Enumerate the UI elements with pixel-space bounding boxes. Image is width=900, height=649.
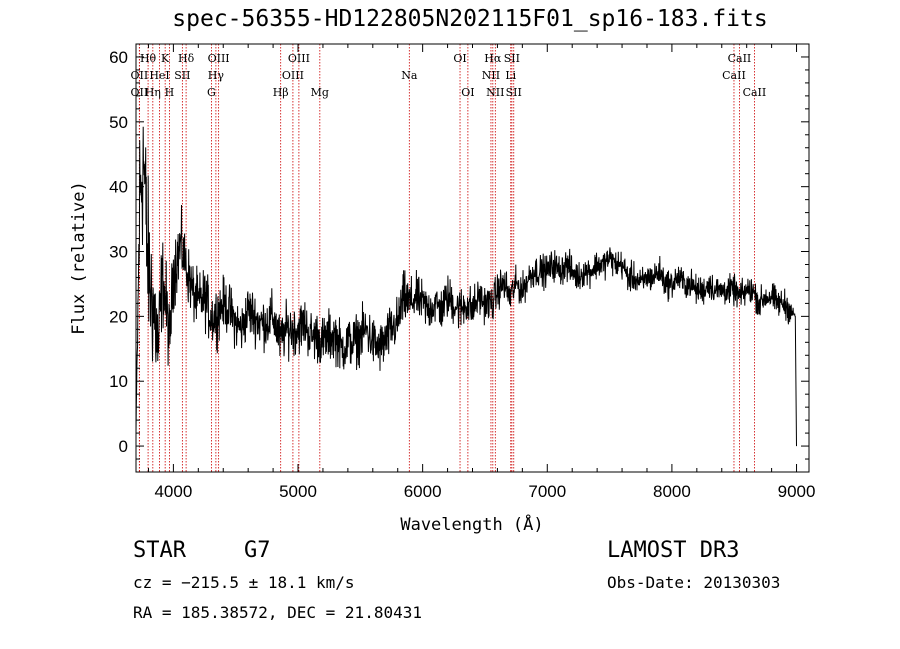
y-tick-label: 50	[109, 113, 128, 132]
spectral-line-label: K	[161, 52, 170, 65]
line-labels: OII OII Hθ Hη HeI K H SII Hδ G Hγ OIII Hβ OIII OIII Mg N…	[131, 52, 767, 99]
observation-date: Obs-Date: 20130303	[607, 573, 781, 592]
y-tick-label: 20	[109, 307, 128, 326]
y-tick-label: 30	[109, 243, 128, 262]
y-tick-label: 40	[109, 178, 128, 197]
plot-frame	[135, 43, 810, 473]
spectral-line-label: H	[165, 86, 175, 99]
spectral-line-label: OIII	[282, 69, 304, 82]
spectral-line-markers	[138, 44, 755, 472]
survey-name: LAMOST DR3	[607, 538, 740, 563]
spectral-line-label: SII	[506, 86, 522, 99]
spectral-line-label: Hη	[145, 86, 161, 99]
spectral-line-label: Hγ	[208, 69, 225, 82]
spectral-line-label: NII	[486, 86, 504, 99]
spectral-line-label: CaII	[743, 86, 767, 99]
chart-title: spec-56355-HD122805N202115F01_sp16-183.f…	[172, 6, 768, 32]
spectral-line-label: HeI	[149, 69, 169, 82]
y-tick-label: 60	[109, 48, 128, 67]
object-type: STAR	[133, 538, 186, 563]
spectral-line-label: Hδ	[178, 52, 195, 65]
spectral-line-label: OII	[131, 69, 149, 82]
spectral-line-label: Li	[505, 69, 516, 82]
spectral-line-label: CaII	[728, 52, 752, 65]
spectral-line-label: G	[207, 86, 216, 99]
spectral-line-label: NII	[482, 69, 500, 82]
x-tick-label: 5000	[279, 482, 317, 501]
spectral-line-label: OIII	[208, 52, 230, 65]
spectral-line-label: Mg	[311, 86, 329, 99]
x-tick-label: 9000	[778, 482, 816, 501]
spectral-line-label: OI	[461, 86, 474, 99]
x-axis: 4000 5000 6000 7000 8000 9000	[147, 44, 816, 501]
y-axis-label: Flux (relative)	[69, 181, 89, 335]
x-axis-label: Wavelength (Å)	[400, 513, 543, 535]
y-axis: 0 10 20 30 40 50 60	[109, 43, 809, 460]
x-tick-label: 7000	[528, 482, 566, 501]
spectral-line-label: Hθ	[140, 52, 157, 65]
x-tick-label: 4000	[154, 482, 192, 501]
spectral-line-label: OII	[131, 86, 149, 99]
y-tick-label: 10	[109, 372, 128, 391]
spectrum-trace-group	[135, 126, 797, 447]
redshift-readout: cz = −215.5 ± 18.1 km/s	[133, 573, 355, 592]
coordinates-readout: RA = 185.38572, DEC = 21.80431	[133, 603, 422, 622]
spectral-line-label: Hβ	[273, 86, 289, 99]
spectral-line-label: Hα	[484, 52, 502, 65]
spectral-line-label: OI	[453, 52, 466, 65]
spectral-subclass: G7	[244, 538, 271, 563]
spectral-line-label: SII	[504, 52, 520, 65]
spectral-line-label: OIII	[288, 52, 310, 65]
y-tick-label: 0	[119, 437, 128, 456]
x-tick-label: 6000	[404, 482, 442, 501]
x-tick-label: 8000	[653, 482, 691, 501]
spectrum-trace	[135, 126, 797, 447]
spectral-line-label: SII	[174, 69, 190, 82]
spectral-line-label: Na	[401, 69, 418, 82]
spectral-line-label: CaII	[722, 69, 746, 82]
